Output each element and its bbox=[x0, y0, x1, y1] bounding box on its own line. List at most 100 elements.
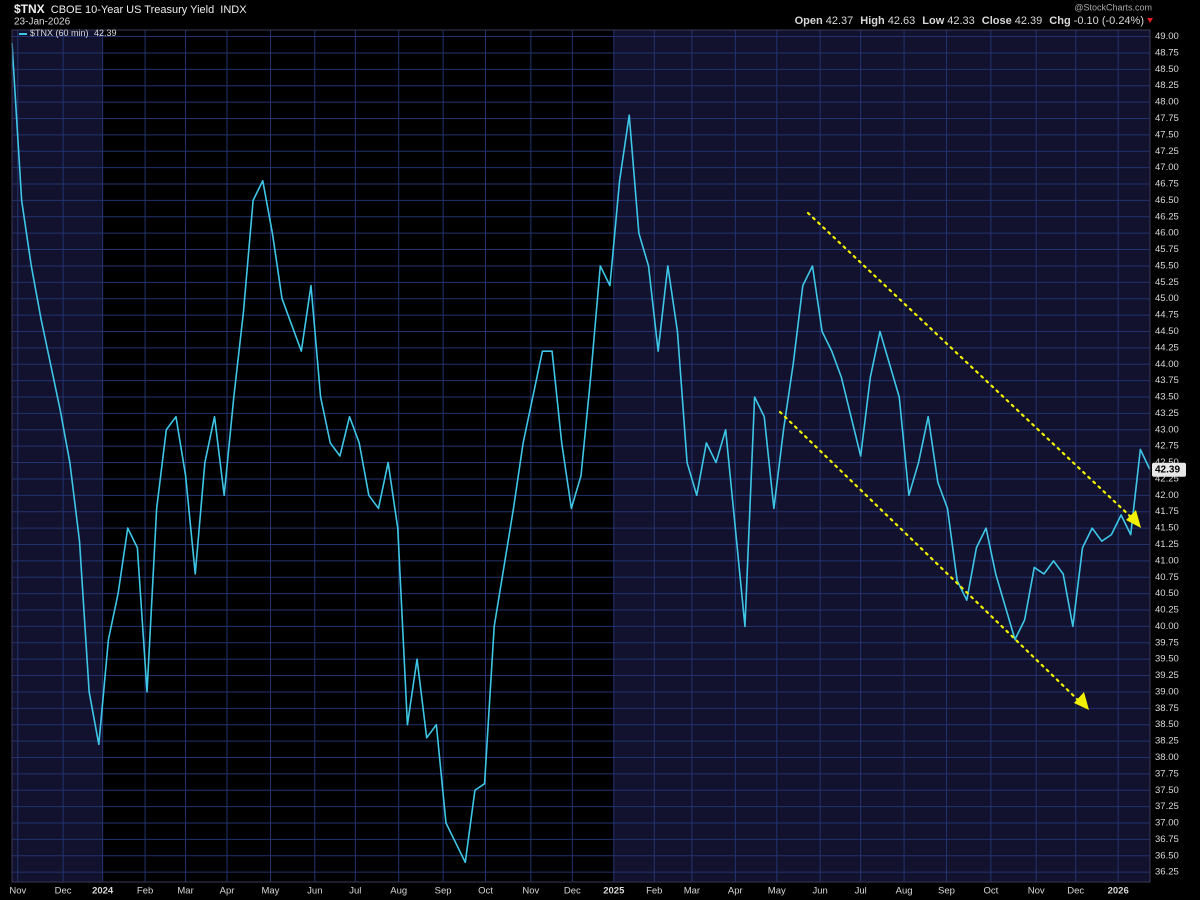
stat-value: 42.39 bbox=[1015, 15, 1043, 27]
y-tick-label: 45.75 bbox=[1155, 244, 1179, 255]
legend-entry: $TNX (60 min) 42.39 bbox=[30, 28, 117, 38]
y-tick-label: 47.75 bbox=[1155, 113, 1179, 124]
y-tick-label: 46.50 bbox=[1155, 195, 1179, 206]
x-tick-label: Jul bbox=[349, 886, 361, 897]
stat-value: 42.33 bbox=[947, 15, 975, 27]
y-tick-label: 47.25 bbox=[1155, 146, 1179, 157]
y-tick-label: 36.50 bbox=[1155, 850, 1179, 861]
date: 23-Jan-2026 bbox=[14, 17, 71, 28]
year-band bbox=[102, 30, 614, 882]
arrow-head bbox=[1126, 510, 1141, 528]
stat-label: High bbox=[860, 15, 885, 27]
stat-value: 42.37 bbox=[826, 15, 854, 27]
x-tick-label: Oct bbox=[478, 886, 493, 897]
y-tick-label: 40.75 bbox=[1155, 572, 1179, 583]
stat-value: 42.63 bbox=[888, 15, 916, 27]
source: @StockCharts.com bbox=[1074, 2, 1152, 12]
y-tick-label: 39.00 bbox=[1155, 686, 1179, 697]
plot-background bbox=[12, 30, 1150, 882]
upper-trend-line bbox=[806, 211, 1134, 520]
y-tick-label: 49.00 bbox=[1155, 31, 1179, 42]
change-indicator bbox=[1147, 18, 1153, 23]
y-tick-label: 40.00 bbox=[1155, 621, 1179, 632]
x-tick-label: Aug bbox=[390, 886, 407, 897]
y-tick-label: 43.00 bbox=[1155, 424, 1179, 435]
y-tick-label: 44.75 bbox=[1155, 310, 1179, 321]
y-tick-label: 45.00 bbox=[1155, 293, 1179, 304]
y-tick-label: 41.00 bbox=[1155, 555, 1179, 566]
x-tick-label: Mar bbox=[684, 886, 700, 897]
stat-label: Chg bbox=[1049, 15, 1070, 27]
price-tag bbox=[1152, 462, 1186, 477]
header-title: $TNX CBOE 10-Year US Treasury Yield INDX bbox=[14, 2, 247, 16]
y-tick-label: 47.00 bbox=[1155, 162, 1179, 173]
exchange: INDX bbox=[220, 4, 247, 16]
y-tick-label: 43.75 bbox=[1155, 375, 1179, 386]
trend-channel bbox=[778, 211, 1134, 702]
y-tick-label: 46.75 bbox=[1155, 179, 1179, 190]
y-tick-label: 42.00 bbox=[1155, 490, 1179, 501]
x-tick-label: May bbox=[261, 886, 279, 897]
grid bbox=[12, 30, 1150, 882]
y-tick-label: 37.25 bbox=[1155, 801, 1179, 812]
y-tick-label: 36.75 bbox=[1155, 834, 1179, 845]
price-tag-label: 42.39 bbox=[1155, 464, 1180, 475]
x-tick-label: Feb bbox=[646, 886, 662, 897]
x-tick-label: Jun bbox=[813, 886, 828, 897]
y-tick-label: 46.25 bbox=[1155, 211, 1179, 222]
x-tick-label: May bbox=[768, 886, 786, 897]
y-tick-label: 38.75 bbox=[1155, 703, 1179, 714]
y-tick-label: 44.50 bbox=[1155, 326, 1179, 337]
y-tick-label: 38.00 bbox=[1155, 752, 1179, 763]
legend-name: $TNX (60 min) bbox=[30, 28, 89, 38]
symbol: $TNX bbox=[14, 2, 45, 16]
stat-value: -0.10 (-0.24%) bbox=[1074, 15, 1144, 27]
lower-trend-line bbox=[778, 410, 1080, 702]
y-tick-label: 40.50 bbox=[1155, 588, 1179, 599]
stat-label: Open bbox=[795, 15, 823, 27]
y-tick-label: 48.00 bbox=[1155, 97, 1179, 108]
x-tick-label: Nov bbox=[522, 886, 539, 897]
x-tick-label: Apr bbox=[728, 886, 743, 897]
x-tick-label: Dec bbox=[55, 886, 72, 897]
y-tick-label: 37.50 bbox=[1155, 785, 1179, 796]
y-tick-label: 45.50 bbox=[1155, 260, 1179, 271]
x-tick-label: Mar bbox=[177, 886, 193, 897]
y-tick-label: 46.00 bbox=[1155, 228, 1179, 239]
y-tick-label: 45.25 bbox=[1155, 277, 1179, 288]
y-tick-label: 44.25 bbox=[1155, 342, 1179, 353]
legend: $TNX (60 min) 42.39 bbox=[19, 28, 117, 38]
x-tick-label: 2024 bbox=[92, 886, 114, 897]
stat-label: Low bbox=[922, 15, 944, 27]
x-tick-label: Nov bbox=[9, 886, 26, 897]
arrow-head bbox=[1074, 692, 1089, 710]
y-tick-label: 48.25 bbox=[1155, 80, 1179, 91]
y-tick-label: 48.50 bbox=[1155, 64, 1179, 75]
y-tick-label: 38.50 bbox=[1155, 719, 1179, 730]
x-tick-label: Dec bbox=[564, 886, 581, 897]
plot-frame bbox=[11, 29, 1151, 883]
stat-label: Close bbox=[982, 15, 1012, 27]
y-tick-label: 39.25 bbox=[1155, 670, 1179, 681]
x-tick-label: Oct bbox=[983, 886, 998, 897]
y-tick-label: 37.75 bbox=[1155, 768, 1179, 779]
x-tick-label: Sep bbox=[938, 886, 955, 897]
y-tick-label: 42.75 bbox=[1155, 441, 1179, 452]
y-tick-label: 41.75 bbox=[1155, 506, 1179, 517]
title: CBOE 10-Year US Treasury Yield bbox=[51, 4, 214, 16]
x-tick-label: Sep bbox=[435, 886, 452, 897]
y-tick-label: 42.25 bbox=[1155, 473, 1179, 484]
stats: Open 42.37 High 42.63 Low 42.33 Close 42.39 Chg -… bbox=[795, 15, 1144, 27]
y-tick-label: 40.25 bbox=[1155, 605, 1179, 616]
x-tick-label: 2026 bbox=[1108, 886, 1129, 897]
y-tick-label: 39.50 bbox=[1155, 654, 1179, 665]
y-tick-label: 39.75 bbox=[1155, 637, 1179, 648]
y-tick-label: 36.25 bbox=[1155, 867, 1179, 878]
axes: 36.25 36.50 36.75 37.00 37.25 37.50 37.75 38.00… bbox=[9, 29, 1186, 897]
y-tick-label: 42.50 bbox=[1155, 457, 1179, 468]
y-tick-label: 43.25 bbox=[1155, 408, 1179, 419]
x-tick-label: Dec bbox=[1067, 886, 1084, 897]
y-tick-label: 47.50 bbox=[1155, 129, 1179, 140]
